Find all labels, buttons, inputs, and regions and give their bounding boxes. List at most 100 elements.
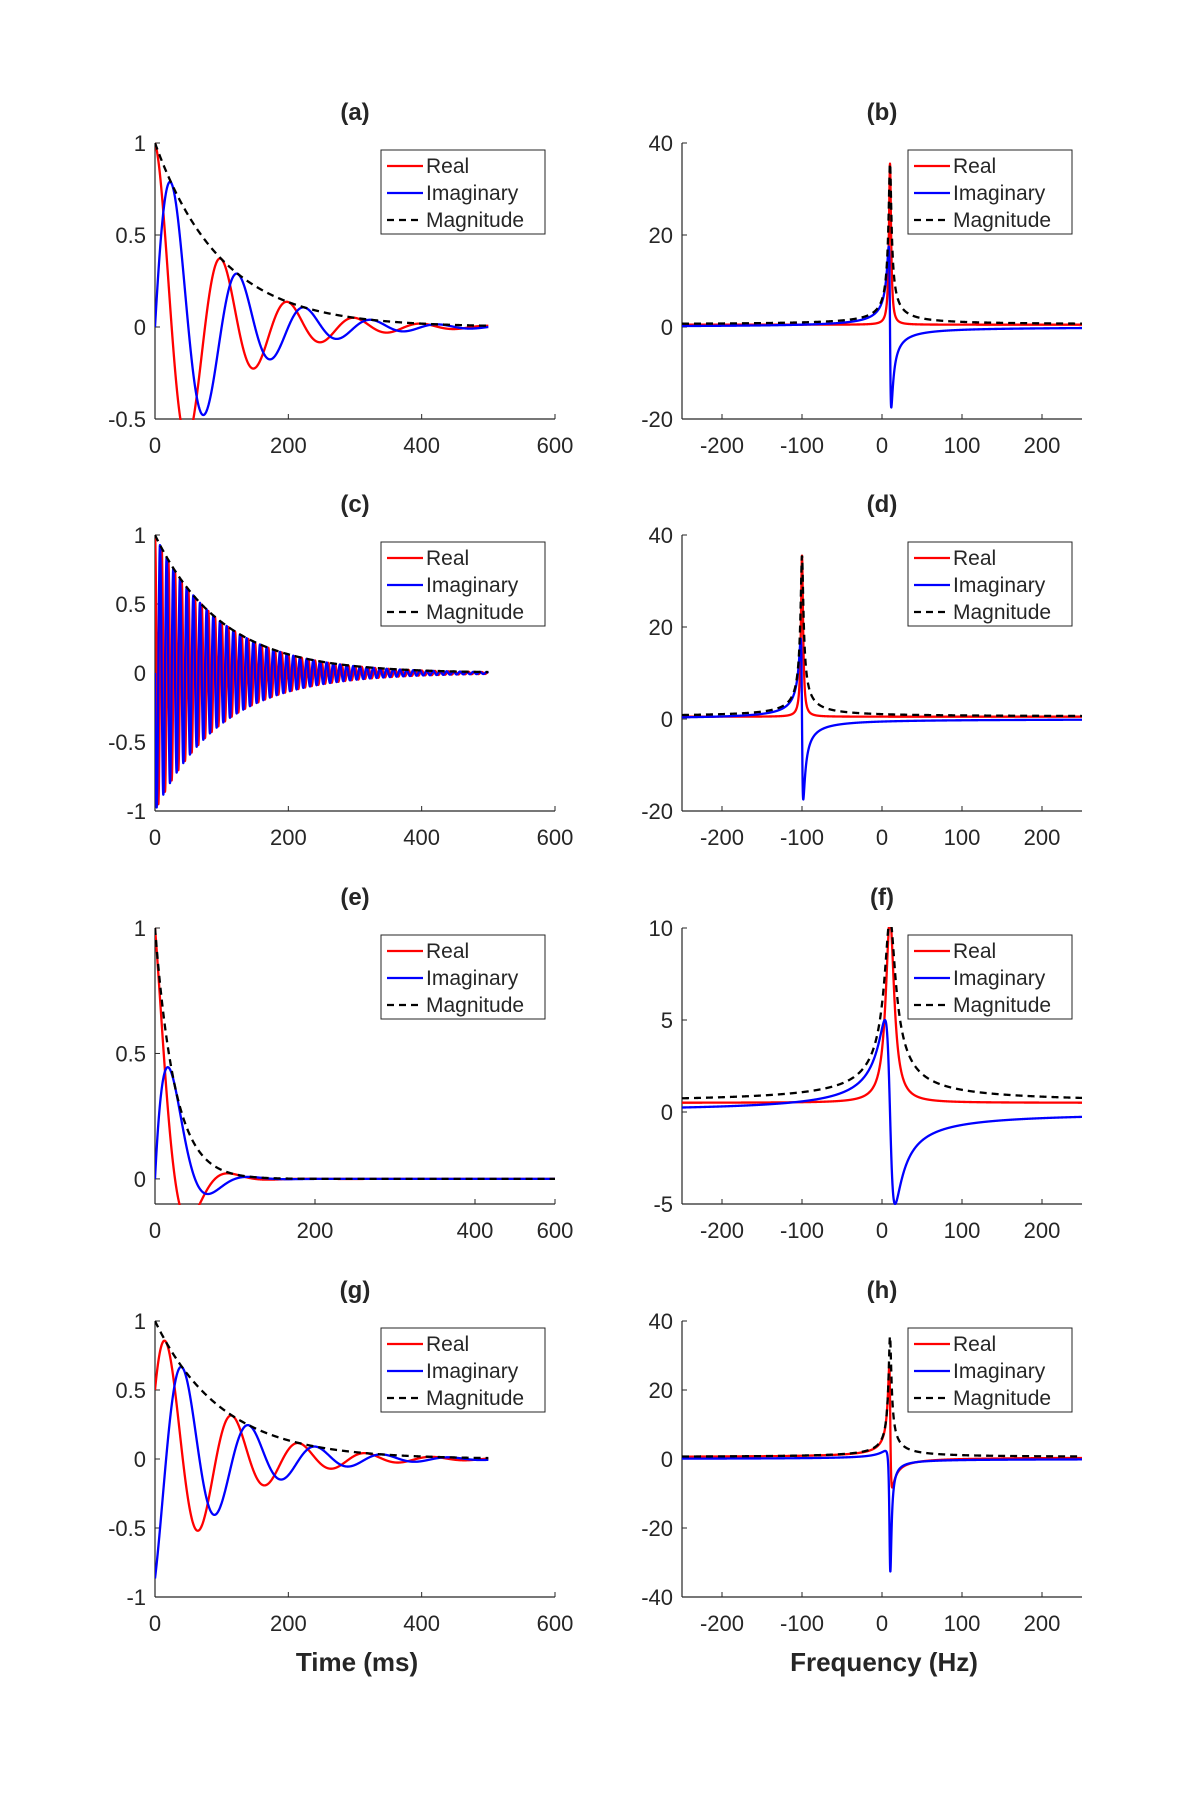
x-tick-label: 0 xyxy=(876,1611,888,1636)
x-tick-label: 600 xyxy=(537,1218,574,1243)
series-magnitude-line xyxy=(682,163,1082,325)
legend-label-magnitude: Magnitude xyxy=(426,994,524,1017)
legend: Real Imaginary Magnitude xyxy=(907,934,1073,1020)
x-tick-label: 0 xyxy=(876,825,888,850)
y-tick-label: -1 xyxy=(126,1585,146,1610)
legend-label-imaginary: Imaginary xyxy=(953,574,1046,597)
x-tick-label: 400 xyxy=(403,825,440,850)
x-tick-label: 0 xyxy=(149,825,161,850)
legend-label-real: Real xyxy=(426,547,469,570)
legend-label-magnitude: Magnitude xyxy=(953,601,1051,624)
x-tick-label: -200 xyxy=(700,1611,744,1636)
x-tick-label: 200 xyxy=(270,1611,307,1636)
y-tick-label: 0.5 xyxy=(115,1378,146,1403)
x-tick-label: 200 xyxy=(1024,825,1061,850)
legend: Real Imaginary Magnitude xyxy=(380,934,546,1020)
legend: Real Imaginary Magnitude xyxy=(380,149,546,235)
x-tick-label: -200 xyxy=(700,825,744,850)
x-tick-label: 100 xyxy=(944,1611,981,1636)
series-real-line xyxy=(682,554,1082,718)
y-tick-label: 40 xyxy=(649,1309,673,1334)
y-tick-label: 0 xyxy=(134,661,146,686)
x-tick-label: 600 xyxy=(537,825,574,850)
x-axis-label-frequency: Frequency (Hz) xyxy=(790,1647,978,1677)
panel-title-e: (e) xyxy=(340,884,369,911)
legend: Real Imaginary Magnitude xyxy=(907,149,1073,235)
y-tick-label: 0 xyxy=(661,315,673,340)
series-magnitude-line xyxy=(682,555,1082,718)
y-tick-label: 20 xyxy=(649,223,673,248)
x-tick-label: -100 xyxy=(780,1218,824,1243)
y-tick-label: 0 xyxy=(134,315,146,340)
x-tick-label: -200 xyxy=(700,433,744,458)
plot-area xyxy=(682,927,1082,1205)
legend-label-imaginary: Imaginary xyxy=(953,182,1046,205)
legend-label-imaginary: Imaginary xyxy=(953,967,1046,990)
panel-title-d: (d) xyxy=(867,491,898,518)
x-tick-label: 400 xyxy=(403,1611,440,1636)
plot-area xyxy=(155,534,490,809)
legend-label-magnitude: Magnitude xyxy=(426,601,524,624)
y-tick-label: 0.5 xyxy=(115,1041,146,1066)
y-tick-label: -20 xyxy=(641,407,673,432)
panel-b: (b)-200 -100 0 100 200-2002040RealImaginaryM… xyxy=(641,99,1082,458)
legend: Real Imaginary Magnitude xyxy=(907,541,1073,627)
legend-label-real: Real xyxy=(426,1333,469,1356)
y-tick-label: -5 xyxy=(653,1192,673,1217)
series-real-line xyxy=(682,927,1082,1104)
series-imaginary-line xyxy=(682,1018,1082,1205)
panel-e: (e) 0 200 400 600 0 0.5 1 Real Imaginary Magnitude xyxy=(115,884,573,1243)
y-tick-label: -1 xyxy=(126,799,146,824)
series-imaginary-line xyxy=(682,245,1082,409)
x-tick-label: 200 xyxy=(270,433,307,458)
legend: Real Imaginary Magnitude xyxy=(380,1327,546,1413)
legend-label-imaginary: Imaginary xyxy=(426,1360,519,1383)
series-imaginary-line xyxy=(155,1365,490,1579)
x-tick-label: 600 xyxy=(537,1611,574,1636)
y-tick-label: 20 xyxy=(649,1378,673,1403)
x-tick-label: 0 xyxy=(876,1218,888,1243)
plot-area xyxy=(155,1320,490,1579)
panel-c: (c) 0 200 400 600 -1 -0.5 0 0.5 1 Real Imaginary Mag… xyxy=(108,491,573,850)
legend-label-real: Real xyxy=(426,940,469,963)
y-tick-label: 0 xyxy=(661,1100,673,1125)
legend-label-magnitude: Magnitude xyxy=(426,1387,524,1410)
y-tick-label: 1 xyxy=(134,916,146,941)
panel-title-f: (f) xyxy=(870,884,894,911)
legend: Real Imaginary Magnitude xyxy=(907,1327,1073,1413)
y-tick-label: 0 xyxy=(661,707,673,732)
y-tick-label: 40 xyxy=(649,131,673,156)
x-tick-label: 0 xyxy=(149,433,161,458)
y-tick-label: 1 xyxy=(134,523,146,548)
x-tick-label: -100 xyxy=(780,433,824,458)
legend-label-magnitude: Magnitude xyxy=(953,209,1051,232)
x-tick-label: 200 xyxy=(1024,433,1061,458)
y-tick-label: 0 xyxy=(134,1447,146,1472)
panel-d: (d)-200 -100 0 100 200-2002040RealImaginaryM… xyxy=(641,491,1082,850)
y-tick-label: 20 xyxy=(649,615,673,640)
x-tick-label: 100 xyxy=(944,433,981,458)
x-tick-label: 0 xyxy=(876,433,888,458)
plot-area xyxy=(155,142,490,420)
series-imaginary-line xyxy=(682,637,1082,801)
legend-label-magnitude: Magnitude xyxy=(953,1387,1051,1410)
series-magnitude-line xyxy=(155,534,489,674)
x-tick-label: 200 xyxy=(297,1218,334,1243)
x-tick-label: -200 xyxy=(700,1218,744,1243)
y-tick-label: -0.5 xyxy=(108,407,146,432)
panel-title-b: (b) xyxy=(867,99,898,126)
y-tick-label: -20 xyxy=(641,799,673,824)
series-magnitude-line xyxy=(682,1336,1082,1458)
panel-title-h: (h) xyxy=(867,1277,898,1304)
plot-area xyxy=(682,554,1082,801)
y-tick-label: 5 xyxy=(661,1008,673,1033)
series-imaginary-line xyxy=(155,1066,555,1196)
y-tick-label: 0.5 xyxy=(115,592,146,617)
series-real-line xyxy=(155,1339,490,1532)
panel-a: (a)0 200 400 600-0.500.51RealImaginaryMagni… xyxy=(108,99,573,458)
y-tick-label: 0 xyxy=(661,1447,673,1472)
legend-label-magnitude: Magnitude xyxy=(426,209,524,232)
panel-h: (h)-200 -100 0 100 200-40-2002040RealImagina… xyxy=(641,1277,1082,1636)
series-magnitude-line xyxy=(155,142,489,327)
